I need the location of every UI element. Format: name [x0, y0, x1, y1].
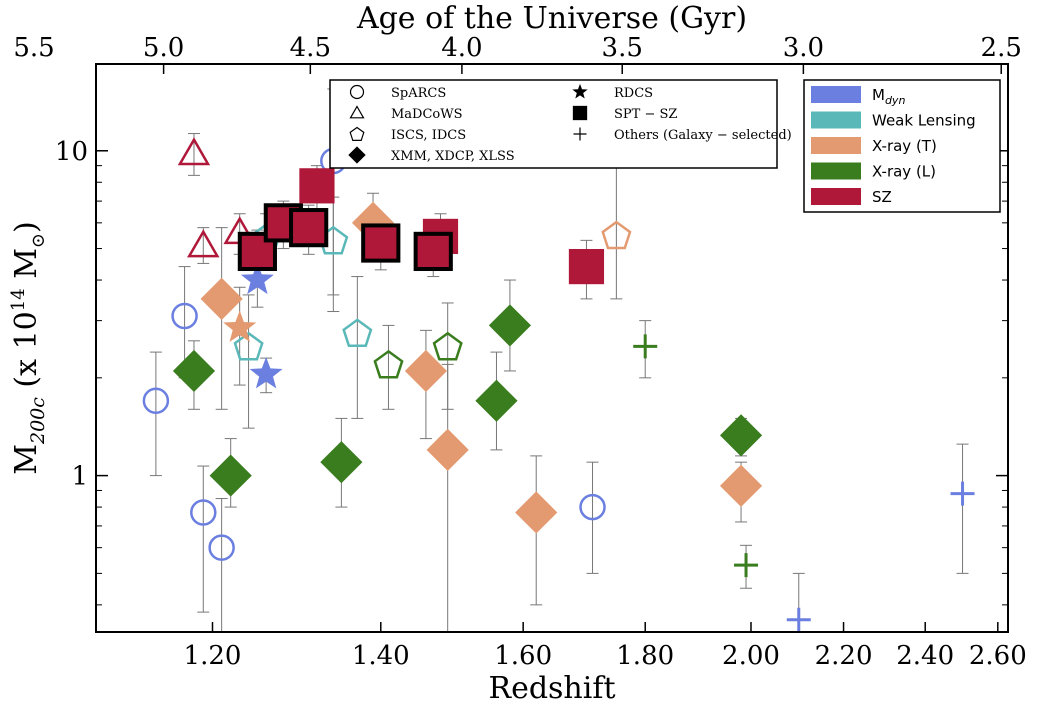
legend-swatch-dyn	[811, 86, 861, 103]
legend-marker-square	[572, 105, 588, 121]
survey-legend-items: SpARCS MaDCoWS ISCS, IDCS XMM, XDCP, XLSS RD…	[348, 83, 792, 164]
x-tick-label: 1.80	[616, 641, 674, 671]
data-point-diamond	[172, 349, 216, 393]
legend-swatch-sz	[811, 188, 861, 205]
data-point-diamond	[404, 349, 448, 393]
data-point-diamond	[515, 491, 558, 534]
data-point-plus	[786, 607, 811, 632]
data-point-diamond	[200, 277, 243, 320]
x-tick-label: 1.20	[184, 641, 242, 671]
x-tick-label: 1.40	[352, 641, 410, 671]
data-point-pentagon	[373, 349, 404, 379]
data-point-circle	[208, 534, 235, 561]
method-legend: Mdyn Weak Lensing X-ray (T) X-ray (L) SZ	[803, 79, 1001, 213]
method-legend-items: Mdyn Weak Lensing X-ray (T) X-ray (L) SZ	[811, 86, 976, 206]
legend-marker-plus	[573, 127, 587, 141]
survey-legend-label: ISCS, IDCS	[391, 128, 466, 143]
data-point-diamond	[209, 454, 252, 497]
x-tick-label: 2.60	[969, 641, 1027, 671]
data-point-circle	[142, 387, 170, 414]
survey-legend-label: SpARCS	[391, 86, 446, 101]
data-point-star	[249, 357, 283, 389]
legend-marker-diamond	[348, 146, 366, 164]
y-tick-label: 10	[55, 137, 88, 167]
legend-marker-star	[572, 83, 588, 99]
legend-marker-circle	[349, 84, 365, 100]
top-tick-label: 5.5	[13, 33, 54, 63]
data-point-square	[299, 168, 335, 204]
data-point-pentagon	[233, 331, 264, 361]
data-point-diamond	[475, 379, 518, 422]
survey-legend-label: RDCS	[614, 86, 653, 101]
method-legend-label: SZ	[872, 188, 892, 206]
data-point-diamond	[719, 464, 763, 507]
legend-swatch-xl	[811, 162, 861, 180]
data-point-diamond	[320, 441, 363, 484]
data-point-triangle	[187, 229, 220, 258]
survey-legend-label: SPT − SZ	[614, 107, 677, 122]
data-point-star	[223, 310, 257, 342]
data-point-diamond	[719, 414, 763, 457]
data-point-diamond	[488, 304, 532, 347]
x-tick-label: 2.40	[896, 641, 954, 671]
x-axis-title: Redshift	[488, 671, 615, 706]
x-tick-label: 1.60	[494, 641, 552, 671]
top-tick-label: 4.0	[441, 33, 482, 63]
top-tick-label: 3.5	[602, 33, 643, 63]
method-legend-label: Weak Lensing	[872, 112, 976, 130]
data-point-pentagon	[342, 318, 373, 348]
top-tick-label: 3.0	[783, 33, 824, 63]
survey-legend-frame	[329, 79, 778, 169]
data-points-layer	[142, 137, 975, 632]
legend-swatch-xt	[811, 137, 861, 154]
legend-marker-pentagon	[349, 126, 365, 141]
survey-legend-label: MaDCoWS	[391, 107, 463, 122]
data-point-star	[240, 262, 274, 295]
x-tick-label: 2.00	[722, 641, 780, 671]
y-tick-label: 1	[71, 462, 88, 492]
plot-frame	[95, 63, 1009, 633]
survey-legend-label: Others (Galaxy − selected)	[614, 128, 792, 143]
top-axis-title: Age of the Universe (Gyr)	[356, 1, 747, 36]
top-tick-label: 4.5	[290, 33, 331, 63]
y-axis-title: M200c (x 1014 M⊙)	[8, 221, 49, 474]
data-point-diamond	[426, 428, 469, 471]
data-point-square	[361, 223, 401, 263]
data-point-square	[568, 248, 605, 285]
top-tick-label: 5.0	[143, 33, 184, 63]
data-point-triangle	[177, 137, 211, 166]
legend-swatch-wl	[811, 111, 861, 129]
data-point-circle	[171, 302, 198, 330]
data-point-plus	[950, 481, 975, 506]
data-point-plus	[734, 553, 759, 578]
data-point-square	[413, 231, 453, 272]
top-tick-label: 2.5	[981, 33, 1022, 63]
data-point-pentagon	[601, 220, 632, 250]
data-point-plus	[633, 334, 658, 359]
axis-ticks-layer: 1.20 1.40 1.60 1.80 2.00 2.20 2.40 2.60 5.5 5.0 4.…	[13, 33, 1026, 671]
method-legend-label: X-ray (T)	[872, 137, 937, 155]
data-point-circle	[190, 499, 217, 526]
survey-legend-label: XMM, XDCP, XLSS	[391, 149, 515, 164]
data-point-square	[289, 208, 329, 248]
data-point-circle	[579, 493, 606, 521]
survey-legend: SpARCS MaDCoWS ISCS, IDCS XMM, XDCP, XLSS RD…	[329, 79, 792, 169]
legend-marker-triangle	[349, 105, 365, 119]
method-legend-label: Mdyn	[872, 86, 905, 107]
x-tick-label: 2.20	[815, 641, 873, 671]
method-legend-label: X-ray (L)	[872, 163, 936, 181]
data-point-pentagon	[432, 331, 463, 361]
